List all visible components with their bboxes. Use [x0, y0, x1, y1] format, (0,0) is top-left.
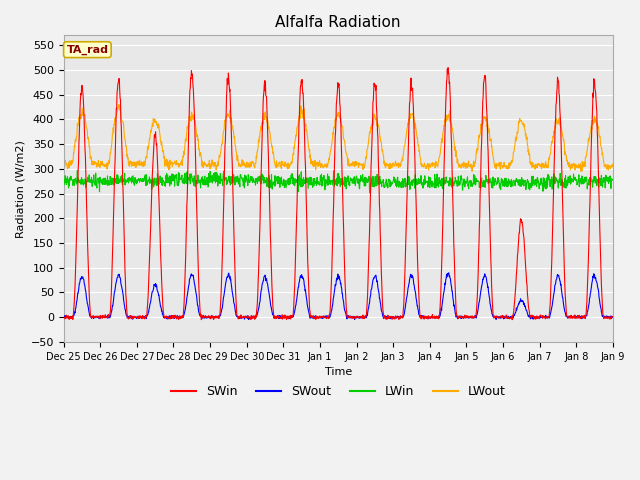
Y-axis label: Radiation (W/m2): Radiation (W/m2) — [15, 140, 25, 238]
SWin — [444, 65, 452, 71]
LWout — [544, 165, 552, 170]
SWout — [423, 315, 431, 321]
SWin — [244, 314, 252, 320]
Title: Alfalfa Radiation: Alfalfa Radiation — [275, 15, 401, 30]
SWout — [609, 314, 616, 320]
Line: SWout: SWout — [63, 273, 612, 319]
SWout — [243, 315, 251, 321]
Text: TA_rad: TA_rad — [67, 45, 108, 55]
SWout — [544, 313, 552, 319]
LWin — [74, 168, 81, 173]
LWin — [366, 190, 374, 196]
SWin — [198, 317, 205, 323]
SWin — [609, 313, 616, 319]
SWin — [60, 314, 67, 320]
SWout — [182, 303, 189, 309]
SWin — [544, 315, 552, 321]
SWin — [424, 314, 431, 320]
SWout — [492, 316, 500, 322]
Line: LWin: LWin — [63, 170, 612, 193]
LWin — [169, 176, 177, 181]
LWin — [496, 185, 504, 191]
LWout — [60, 160, 67, 166]
SWout — [168, 314, 176, 320]
LWout — [244, 161, 252, 167]
LWin — [60, 182, 67, 188]
SWout — [445, 270, 452, 276]
Legend: SWin, SWout, LWin, LWout: SWin, SWout, LWin, LWout — [166, 380, 511, 403]
Line: SWin: SWin — [63, 68, 612, 320]
LWout — [169, 161, 177, 167]
LWin — [424, 184, 432, 190]
LWout — [496, 163, 504, 168]
SWout — [60, 314, 67, 320]
LWout — [609, 161, 616, 167]
LWout — [468, 168, 476, 174]
LWin — [544, 171, 552, 177]
LWin — [182, 177, 190, 182]
SWout — [496, 315, 504, 321]
LWout — [424, 161, 431, 167]
LWout — [182, 138, 190, 144]
LWin — [244, 180, 252, 186]
X-axis label: Time: Time — [324, 367, 352, 377]
LWin — [609, 177, 616, 182]
Line: LWout: LWout — [63, 105, 612, 171]
SWin — [182, 253, 189, 259]
SWin — [168, 314, 176, 320]
SWin — [496, 315, 504, 321]
LWout — [115, 102, 123, 108]
